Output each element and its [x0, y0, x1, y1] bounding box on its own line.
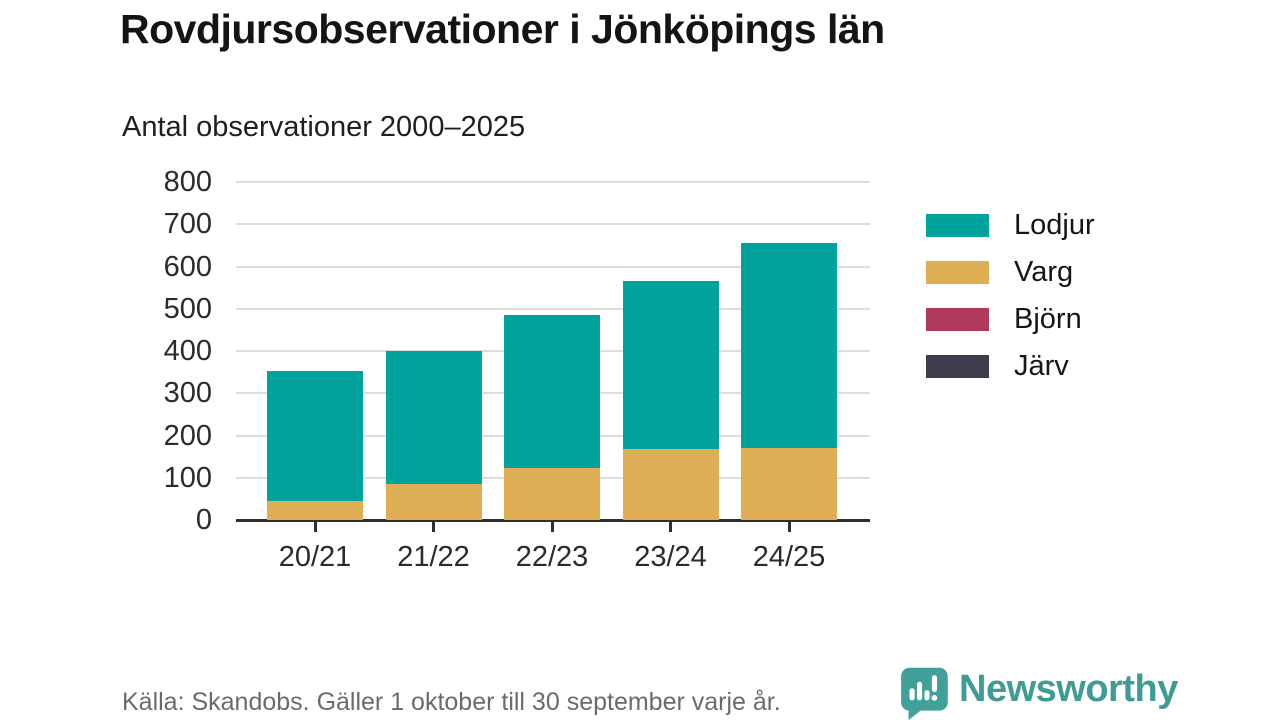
legend-item-bjrn: Björn: [926, 303, 1095, 335]
source-note: Källa: Skandobs. Gäller 1 oktober till 3…: [122, 688, 781, 716]
y-axis-tick-label: 600: [163, 250, 212, 283]
y-axis-tick-label: 400: [163, 335, 212, 367]
y-axis-tick-label: 700: [163, 208, 212, 241]
chart-legend: Lodjur Varg Björn Järv: [926, 209, 1095, 402]
y-axis-tick-label: 500: [163, 292, 212, 325]
bar-segment-lodjur-24/25: [741, 243, 837, 449]
legend-label: Järv: [1014, 350, 1069, 382]
y-axis-tick-label: 200: [163, 419, 212, 452]
legend-label: Björn: [1014, 303, 1082, 335]
legend-item-jrv: Järv: [926, 350, 1095, 382]
legend-swatch: [926, 308, 989, 331]
y-axis-tick-label: 100: [163, 461, 212, 494]
gridline: [236, 307, 870, 310]
bar-segment-lodjur-21/22: [385, 351, 482, 485]
x-axis-tick-mark: [787, 521, 791, 532]
x-axis-tick-label: 23/24: [634, 541, 707, 573]
legend-item-lodjur: Lodjur: [926, 209, 1095, 241]
y-axis-tick-label: 300: [163, 377, 212, 410]
legend-swatch: [926, 261, 989, 284]
gridline: [236, 223, 870, 226]
bar-segment-lodjur-20/21: [267, 371, 363, 501]
y-axis-tick-label: 800: [163, 166, 212, 198]
brand-name: Newsworthy: [959, 668, 1178, 710]
legend-swatch: [926, 214, 989, 237]
bar-segment-varg-23/24: [622, 449, 719, 520]
bar-segment-lodjur-22/23: [504, 315, 600, 469]
gridline: [236, 265, 870, 268]
bar-segment-varg-21/22: [385, 484, 482, 520]
x-axis-tick-mark: [550, 521, 554, 532]
legend-label: Lodjur: [1014, 209, 1095, 241]
x-axis-tick-label: 22/23: [515, 541, 589, 573]
bar-segment-varg-20/21: [267, 500, 363, 520]
y-axis-tick-label: 0: [195, 504, 212, 536]
chart-subtitle: Antal observationer 2000–2025: [122, 111, 526, 143]
x-axis-tick-mark: [432, 521, 435, 532]
newsworthy-logo-icon: [901, 667, 948, 720]
x-axis-tick-mark: [313, 521, 317, 532]
page-title: Rovdjursobservationer i Jönköpings län: [120, 6, 885, 52]
x-axis-tick-label: 20/21: [278, 541, 352, 573]
bar-segment-varg-22/23: [504, 468, 600, 520]
bar-segment-lodjur-23/24: [622, 281, 719, 450]
x-axis-tick-label: 21/22: [397, 541, 470, 573]
x-axis-tick-label: 24/25: [752, 541, 826, 573]
x-axis-tick-mark: [669, 521, 672, 532]
legend-label: Varg: [1014, 256, 1074, 288]
x-axis-line: [236, 518, 870, 522]
gridline: [236, 181, 870, 183]
newsworthy-brand: Newsworthy: [897, 664, 1178, 720]
bar-segment-varg-24/25: [741, 448, 837, 520]
legend-swatch: [926, 355, 989, 378]
legend-item-varg: Varg: [926, 256, 1095, 288]
